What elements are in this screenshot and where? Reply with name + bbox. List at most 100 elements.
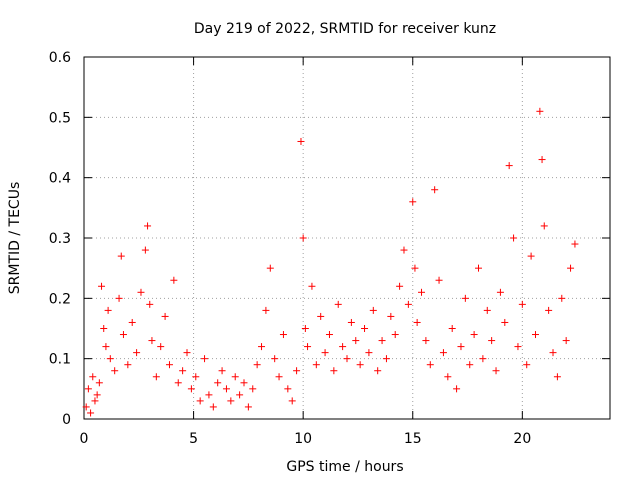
data-point	[549, 349, 557, 357]
data-point	[540, 222, 548, 230]
data-point	[317, 312, 325, 320]
data-point	[244, 403, 252, 411]
data-point	[404, 300, 412, 308]
data-point	[562, 337, 570, 345]
y-tick-label: 0.3	[49, 231, 71, 247]
data-point	[174, 379, 182, 387]
data-point	[209, 403, 217, 411]
data-point	[128, 318, 136, 326]
data-point	[325, 331, 333, 339]
data-point	[152, 373, 160, 381]
data-point	[510, 234, 518, 242]
data-point	[100, 325, 108, 332]
data-point	[275, 373, 283, 381]
data-point	[102, 343, 110, 351]
data-point	[418, 288, 426, 296]
data-point	[288, 397, 296, 405]
data-point	[93, 391, 101, 399]
data-point	[461, 294, 469, 302]
data-point	[205, 391, 213, 399]
data-point	[343, 355, 351, 363]
data-point	[571, 240, 579, 248]
x-tick-label: 20	[513, 431, 531, 447]
data-point	[89, 373, 97, 381]
chart-title: Day 219 of 2022, SRMTID for receiver kun…	[194, 21, 496, 37]
data-point	[409, 198, 417, 206]
y-axis-ticks: 0 0.1 0.2 0.3 0.4 0.5 0.6	[49, 50, 610, 428]
data-point	[396, 282, 404, 290]
data-point	[98, 282, 106, 290]
data-point	[553, 373, 561, 381]
data-point	[141, 246, 149, 254]
data-point	[82, 403, 90, 411]
data-point	[496, 288, 504, 296]
data-point	[91, 397, 99, 405]
plot-area-border	[83, 56, 611, 420]
data-point	[400, 246, 408, 254]
data-point	[347, 318, 355, 326]
data-point	[431, 186, 439, 194]
data-point	[179, 367, 187, 375]
data-point	[501, 318, 509, 326]
x-axis-ticks: 0 5 10 15 20	[80, 57, 531, 447]
data-point	[391, 331, 399, 339]
data-point	[165, 361, 173, 369]
data-point	[271, 355, 279, 363]
data-point	[249, 385, 257, 393]
x-tick-label: 0	[80, 431, 89, 447]
data-point	[146, 300, 154, 308]
y-axis-label: SRMTID / TECUs	[7, 182, 23, 295]
data-point	[518, 300, 526, 308]
data-point	[148, 337, 156, 345]
data-point	[426, 361, 434, 369]
data-point	[133, 349, 141, 357]
data-point	[279, 331, 287, 339]
data-point	[187, 385, 195, 393]
data-point	[157, 343, 165, 351]
data-point	[453, 385, 461, 393]
data-point	[523, 361, 531, 369]
data-point	[312, 361, 320, 369]
data-point	[444, 373, 452, 381]
data-point	[106, 355, 114, 363]
data-point	[369, 306, 377, 314]
y-tick-label: 0	[62, 412, 71, 428]
data-point	[227, 397, 235, 405]
data-point	[262, 306, 270, 314]
data-point	[356, 361, 364, 369]
data-point	[435, 276, 443, 284]
data-point	[183, 349, 191, 357]
data-point	[505, 162, 513, 170]
data-point	[222, 385, 230, 393]
data-point	[527, 252, 535, 260]
data-point	[545, 306, 553, 314]
y-tick-label: 0.1	[49, 352, 71, 368]
x-tick-label: 15	[404, 431, 422, 447]
data-point	[84, 385, 92, 393]
data-point	[413, 318, 421, 326]
data-point	[293, 367, 301, 375]
data-point	[492, 367, 500, 375]
data-point	[214, 379, 222, 387]
data-point	[483, 306, 491, 314]
data-point	[488, 337, 496, 345]
data-point	[201, 355, 209, 363]
data-point	[258, 343, 266, 351]
data-point	[330, 367, 338, 375]
data-point	[531, 331, 539, 339]
x-axis-label: GPS time / hours	[286, 459, 403, 475]
data-point	[304, 343, 312, 351]
data-point	[87, 409, 95, 417]
data-point	[514, 343, 522, 351]
data-points	[82, 107, 579, 417]
data-point	[115, 294, 123, 302]
data-point	[111, 367, 119, 375]
data-point	[448, 325, 456, 332]
data-point	[479, 355, 487, 363]
y-tick-label: 0.4	[49, 171, 71, 187]
data-point	[124, 361, 132, 369]
data-point	[137, 288, 145, 296]
grid-lines	[84, 57, 610, 419]
data-point	[558, 294, 566, 302]
data-point	[457, 343, 465, 351]
